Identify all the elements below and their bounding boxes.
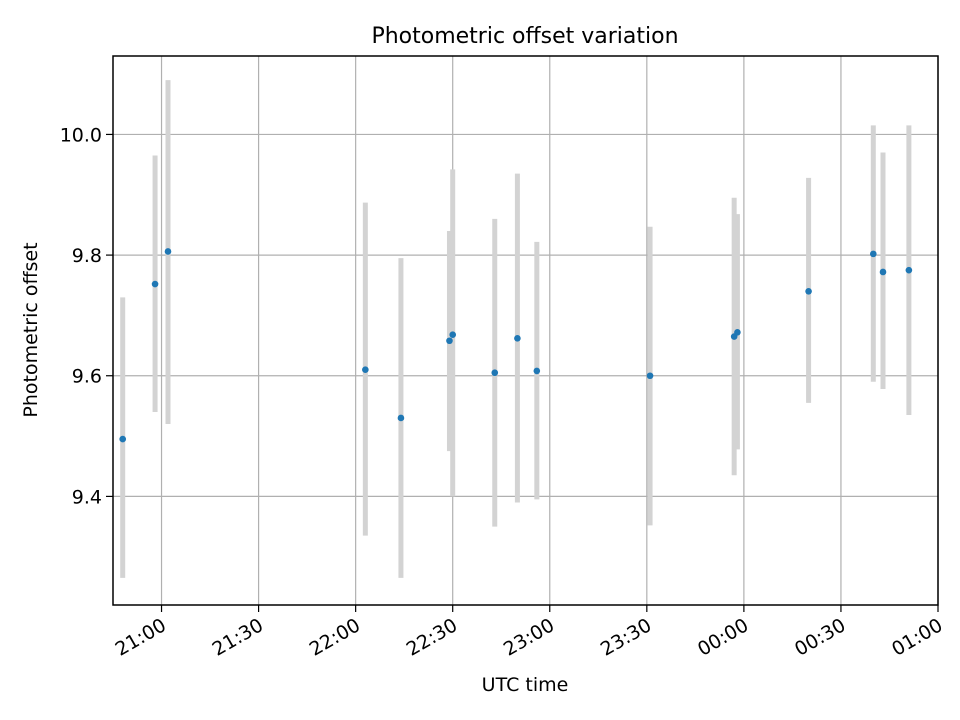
data-point [362, 366, 369, 374]
y-tick-label: 10.0 [60, 124, 102, 146]
data-point [491, 369, 499, 377]
data-point [514, 335, 521, 342]
chart-title: Photometric offset variation [371, 24, 678, 49]
data-point [646, 372, 654, 380]
plot-frame [112, 55, 939, 606]
data-point [397, 414, 405, 422]
x-axis-label: UTC time [482, 674, 569, 696]
data-points [119, 248, 913, 443]
data-point [805, 287, 812, 295]
data-point [533, 367, 541, 375]
grid [113, 56, 939, 605]
y-tick-label: 9.4 [72, 486, 102, 508]
data-point [446, 337, 453, 345]
data-point [869, 250, 877, 258]
data-point [879, 268, 887, 276]
data-point [119, 435, 127, 443]
y-tick-label: 9.8 [72, 245, 102, 267]
data-point [905, 266, 913, 274]
y-tick-label: 9.6 [72, 366, 102, 388]
data-point [449, 331, 457, 339]
data-point [164, 248, 172, 255]
y-axis-label: Photometric offset [20, 242, 42, 417]
data-point [151, 280, 159, 288]
data-point [734, 329, 741, 336]
